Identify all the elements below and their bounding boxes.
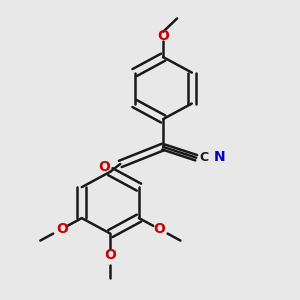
Text: N: N [213,150,225,164]
Text: O: O [153,222,165,236]
Text: C: C [200,151,209,164]
Text: O: O [104,248,116,262]
Text: O: O [98,160,110,174]
Text: O: O [56,222,68,236]
Text: O: O [157,29,169,44]
